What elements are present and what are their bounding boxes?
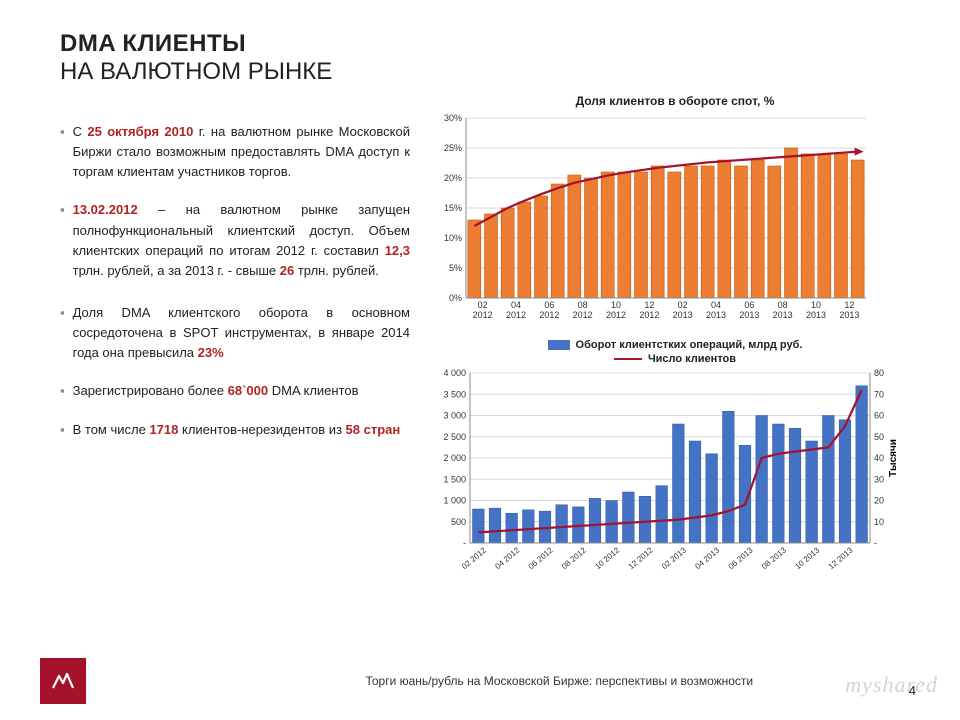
svg-text:1 500: 1 500 — [443, 474, 466, 484]
svg-text:2 500: 2 500 — [443, 432, 466, 442]
svg-text:80: 80 — [874, 369, 884, 378]
svg-text:500: 500 — [451, 517, 466, 527]
svg-text:12: 12 — [844, 300, 854, 310]
svg-text:2012: 2012 — [473, 310, 493, 320]
svg-text:12 2013: 12 2013 — [827, 545, 855, 571]
legend-series1: Оборот клиентстких операций, млрд руб. — [576, 339, 803, 351]
svg-text:30%: 30% — [444, 113, 462, 123]
page-title-sub: НА ВАЛЮТНОМ РЫНКЕ — [60, 58, 430, 86]
svg-text:20: 20 — [874, 496, 884, 506]
svg-text:-: - — [874, 538, 877, 548]
svg-text:5%: 5% — [449, 263, 462, 273]
svg-text:06: 06 — [744, 300, 754, 310]
svg-text:3 000: 3 000 — [443, 411, 466, 421]
svg-text:06 2012: 06 2012 — [527, 545, 555, 571]
svg-text:Тысячи: Тысячи — [888, 439, 899, 477]
svg-text:10%: 10% — [444, 233, 462, 243]
svg-text:02: 02 — [478, 300, 488, 310]
svg-text:02 2013: 02 2013 — [660, 545, 688, 571]
svg-text:04 2013: 04 2013 — [693, 545, 721, 571]
svg-text:2012: 2012 — [606, 310, 626, 320]
svg-text:08: 08 — [578, 300, 588, 310]
svg-text:08: 08 — [778, 300, 788, 310]
svg-text:06 2013: 06 2013 — [727, 545, 755, 571]
svg-text:04: 04 — [511, 300, 521, 310]
chart2: - 500 1 000 1 500 2 000 2 500 3 000 3 500 4 000 -… — [430, 369, 920, 590]
bullet-item: ▪13.02.2012 – на валютном рынке запущен … — [60, 200, 410, 281]
svg-text:02: 02 — [678, 300, 688, 310]
svg-text:20%: 20% — [444, 173, 462, 183]
svg-text:12 2012: 12 2012 — [627, 545, 655, 571]
svg-text:-: - — [463, 538, 466, 548]
bullets-column: ▪С 25 октября 2010 г. на валютном рынке … — [60, 94, 430, 700]
svg-text:10 2013: 10 2013 — [793, 545, 821, 571]
svg-text:10: 10 — [811, 300, 821, 310]
svg-text:2013: 2013 — [806, 310, 826, 320]
svg-text:2012: 2012 — [506, 310, 526, 320]
bullet-item: ▪Зарегистрировано более 68`000 DMA клиен… — [60, 381, 410, 401]
svg-text:1 000: 1 000 — [443, 496, 466, 506]
logo-icon — [40, 658, 86, 704]
page-title-main: DMA КЛИЕНТЫ — [60, 30, 430, 58]
svg-text:60: 60 — [874, 411, 884, 421]
chart1-title: Доля клиентов в обороте спот, % — [430, 94, 920, 108]
svg-text:02 2012: 02 2012 — [460, 545, 488, 571]
svg-text:2013: 2013 — [673, 310, 693, 320]
svg-text:2012: 2012 — [639, 310, 659, 320]
svg-text:2013: 2013 — [706, 310, 726, 320]
watermark: myshared — [845, 672, 938, 698]
svg-text:2013: 2013 — [839, 310, 859, 320]
logo-text: МОСКОВСКАЯ БИРЖА — [94, 671, 159, 691]
svg-text:10: 10 — [874, 517, 884, 527]
bullet-item: ▪В том числе 1718 клиентов-нерезидентов … — [60, 420, 410, 440]
svg-text:2012: 2012 — [573, 310, 593, 320]
svg-text:10: 10 — [611, 300, 621, 310]
svg-text:2 000: 2 000 — [443, 453, 466, 463]
svg-text:40: 40 — [874, 453, 884, 463]
svg-text:30: 30 — [874, 474, 884, 484]
chart2-legend: Оборот клиентстких операций, млрд руб. Ч… — [430, 339, 920, 365]
svg-text:04: 04 — [711, 300, 721, 310]
bullet-item: ▪Доля DMA клиентского оборота в основном… — [60, 303, 410, 363]
svg-text:0%: 0% — [449, 293, 462, 303]
svg-text:12: 12 — [644, 300, 654, 310]
svg-text:2012: 2012 — [539, 310, 559, 320]
bullet-item: ▪С 25 октября 2010 г. на валютном рынке … — [60, 122, 410, 182]
svg-text:3 500: 3 500 — [443, 389, 466, 399]
svg-text:2013: 2013 — [773, 310, 793, 320]
footer-caption: Торги юань/рубль на Московской Бирже: пе… — [159, 674, 960, 688]
svg-text:50: 50 — [874, 432, 884, 442]
svg-text:06: 06 — [544, 300, 554, 310]
chart1: 0%5%10%15%20%25%30%022012042012062012082… — [430, 112, 920, 331]
svg-text:2013: 2013 — [739, 310, 759, 320]
svg-text:10 2012: 10 2012 — [593, 545, 621, 571]
svg-text:08 2012: 08 2012 — [560, 545, 588, 571]
svg-text:04 2012: 04 2012 — [493, 545, 521, 571]
svg-text:70: 70 — [874, 389, 884, 399]
legend-series2: Число клиентов — [648, 353, 736, 365]
svg-text:15%: 15% — [444, 203, 462, 213]
svg-text:08 2013: 08 2013 — [760, 545, 788, 571]
svg-text:25%: 25% — [444, 143, 462, 153]
svg-text:4 000: 4 000 — [443, 369, 466, 378]
